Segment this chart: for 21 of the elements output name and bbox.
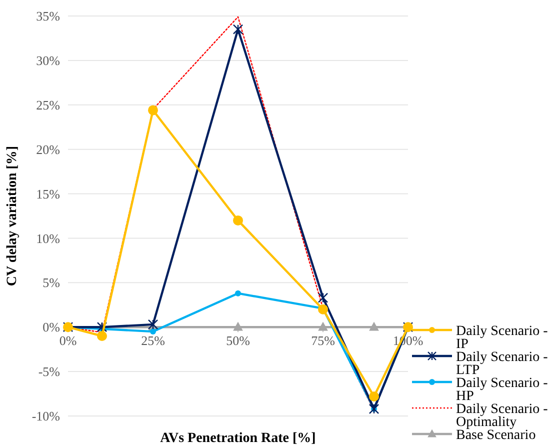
y-tick-label: -10% [32,408,60,424]
y-tick-label: 15% [36,186,60,202]
y-tick-label: 5% [42,275,60,290]
y-tick-label: 10% [36,230,60,246]
x-axis-title: AVs Penetration Rate [%] [160,431,316,446]
legend-label: Daily Scenario - HP [456,376,548,404]
legend-label: Base Scenario [456,428,536,443]
legend-label: Daily Scenario - Optimality [456,402,548,430]
y-tick-label: -5% [38,364,60,380]
x-tick-label: 75% [311,333,336,348]
legend-label: Daily Scenario - LTP [456,350,548,378]
x-tick-label: 0% [59,333,77,348]
y-tick-label: 0% [42,320,60,335]
legend-label: Daily Scenario - IP [456,324,548,352]
y-tick-label: 25% [36,97,60,112]
y-tick-label: 20% [36,142,60,157]
y-axis-title: CV delay variation [%] [5,146,20,286]
x-tick-label: 25% [141,333,166,348]
x-tick-label: 50% [226,333,250,348]
y-tick-label: 35% [36,8,60,24]
y-tick-label: 30% [36,52,60,68]
